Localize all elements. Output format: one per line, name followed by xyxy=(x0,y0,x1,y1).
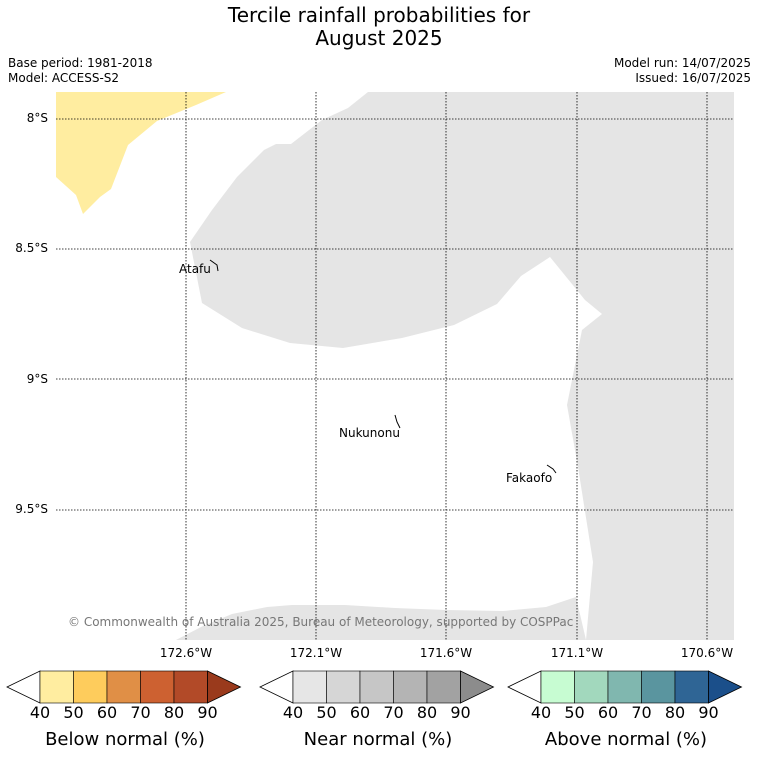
colorbar-segment xyxy=(574,670,609,704)
colorbar-tick-label: 70 xyxy=(383,703,404,722)
colorbar-extend-max xyxy=(708,670,743,704)
atoll-fakaofo-shape xyxy=(546,464,557,474)
lat-label-9s: 9°S xyxy=(26,372,48,386)
colorbar-segment xyxy=(674,670,709,704)
colorbar-segment xyxy=(140,670,175,704)
colorbar-title-near-normal: Near normal (%) xyxy=(303,729,453,750)
lon-label-171-6w: 171.6°W xyxy=(419,646,473,660)
issued-date: Issued: 16/07/2025 xyxy=(635,71,751,85)
colorbar-tick-label: 80 xyxy=(416,703,438,722)
title-line-1: Tercile rainfall probabilities for xyxy=(227,3,531,27)
colorbar-segment xyxy=(607,670,642,704)
colorbar-above-normal xyxy=(507,670,743,704)
colorbar-tick-label: 60 xyxy=(349,703,371,722)
colorbar-tick-label: 90 xyxy=(450,703,471,722)
colorbar-segment xyxy=(359,670,394,704)
colorbar-below-normal xyxy=(6,670,242,704)
colorbar-title-below-normal: Below normal (%) xyxy=(45,729,205,750)
colorbar-near-normal xyxy=(259,670,495,704)
base-period: Base period: 1981-2018 xyxy=(8,56,153,70)
place-fakaofo: Fakaofo xyxy=(506,471,552,485)
colorbar-segment xyxy=(393,670,428,704)
near-normal-region-north xyxy=(190,92,734,640)
metadata-right: Model run: 14/07/2025 Issued: 16/07/2025 xyxy=(614,56,751,86)
colorbar-tick-label: 60 xyxy=(96,703,118,722)
colorbar-segment xyxy=(173,670,208,704)
lon-label-172-6w: 172.6°W xyxy=(159,646,213,660)
lat-label-9-5s: 9.5°S xyxy=(15,502,48,516)
colorbar-segment xyxy=(540,670,575,704)
colorbar-extend-max xyxy=(460,670,495,704)
chart-title: Tercile rainfall probabilities for Augus… xyxy=(0,4,758,50)
lat-label-8-5s: 8.5°S xyxy=(15,241,48,255)
colorbar-segment xyxy=(106,670,141,704)
below-normal-region xyxy=(56,92,226,214)
atoll-atafu-shape xyxy=(209,259,219,272)
colorbar-title-above-normal: Above normal (%) xyxy=(544,729,708,750)
copyright-notice: © Commonwealth of Australia 2025, Bureau… xyxy=(68,615,573,629)
colorbar-tick-label: 40 xyxy=(530,703,552,722)
colorbar-tick-label: 40 xyxy=(29,703,51,722)
metadata-left: Base period: 1981-2018 Model: ACCESS-S2 xyxy=(8,56,153,86)
lon-label-171-1w: 171.1°W xyxy=(550,646,604,660)
colorbar-tick-label: 70 xyxy=(631,703,652,722)
atoll-nukunonu-shape xyxy=(394,414,401,429)
colorbar-tick-label: 40 xyxy=(282,703,304,722)
colorbar-tick-label: 50 xyxy=(564,703,585,722)
colorbar-extend-min xyxy=(507,670,542,704)
colorbar-extend-min xyxy=(6,670,41,704)
colorbar-segment xyxy=(426,670,461,704)
place-atafu: Atafu xyxy=(179,262,211,276)
colorbar-tick-label: 50 xyxy=(63,703,84,722)
probability-map: Atafu Nukunonu Fakaofo © Commonwealth of… xyxy=(56,92,734,640)
near-normal-region-south xyxy=(176,597,586,640)
colorbar-segment xyxy=(292,670,327,704)
title-line-2: August 2025 xyxy=(315,26,443,50)
colorbar-tick-label: 60 xyxy=(597,703,619,722)
colorbar-tick-label: 80 xyxy=(664,703,686,722)
colorbar-tick-label: 90 xyxy=(698,703,719,722)
atolls xyxy=(209,259,557,474)
colorbar-tick-label: 90 xyxy=(197,703,218,722)
colorbar-segment xyxy=(326,670,361,704)
model-name: Model: ACCESS-S2 xyxy=(8,71,120,85)
lon-label-170-6w: 170.6°W xyxy=(680,646,734,660)
colorbar-extend-min xyxy=(259,670,294,704)
map-gridlines xyxy=(56,92,734,640)
colorbar-tick-label: 70 xyxy=(130,703,151,722)
lat-label-8s: 8°S xyxy=(26,111,48,125)
place-nukunonu: Nukunonu xyxy=(339,426,400,440)
colorbar-tick-label: 80 xyxy=(163,703,185,722)
model-run: Model run: 14/07/2025 xyxy=(613,56,751,70)
colorbar-extend-max xyxy=(207,670,242,704)
lon-label-172-1w: 172.1°W xyxy=(289,646,343,660)
colorbar-tick-label: 50 xyxy=(316,703,337,722)
colorbar-segment xyxy=(73,670,108,704)
colorbar-segment xyxy=(641,670,676,704)
colorbar-segment xyxy=(39,670,74,704)
